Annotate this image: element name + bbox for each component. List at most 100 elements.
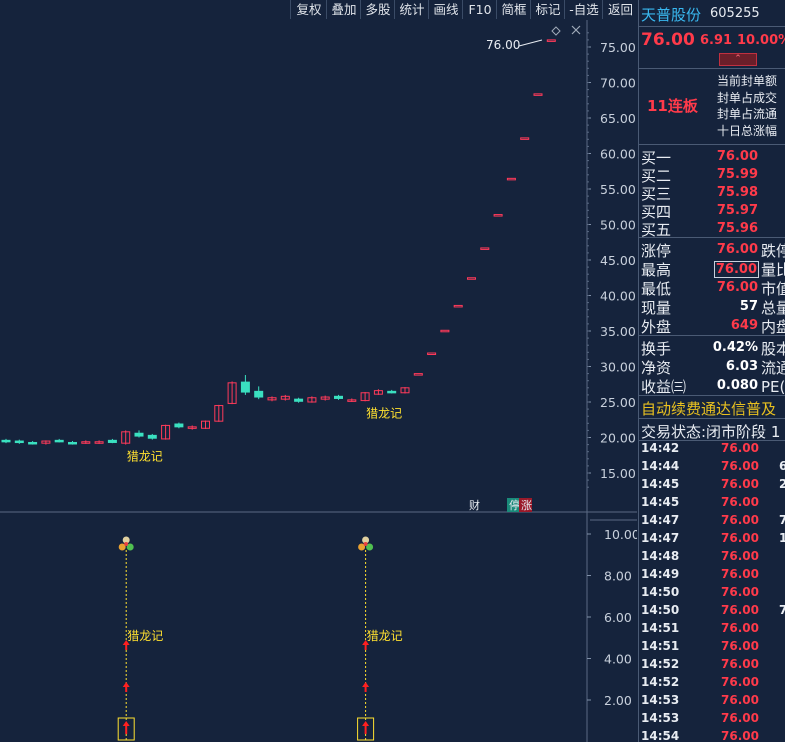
toolbar-button[interactable]: 标记	[530, 0, 565, 19]
status-badge: 财	[469, 498, 480, 512]
close-icon	[571, 25, 581, 35]
price-axis-label: 60.00	[600, 147, 636, 162]
candle-body	[373, 390, 383, 395]
tick-time: 14:52	[641, 675, 680, 689]
candle-body	[427, 352, 437, 356]
candle-body	[467, 277, 476, 280]
tick-price: 76.00	[721, 513, 759, 527]
price-axis-label: 45.00	[600, 253, 636, 268]
candle-body	[493, 214, 503, 217]
candle-body	[174, 423, 184, 428]
signal-dot-icon	[126, 543, 134, 551]
candle-body	[520, 137, 530, 140]
last-price-marker: 76.00	[486, 38, 520, 52]
tick-price: 76.00	[721, 585, 759, 599]
toolbar-button[interactable]: 简框	[496, 0, 531, 19]
toolbar-button[interactable]: -自选	[564, 0, 603, 19]
kline-chart-area[interactable]: 75.00 70.00 65.00 60.00 55.00 50.00 45.00 40.00…	[0, 20, 637, 742]
tick-price: 76.00	[721, 729, 759, 742]
tick-price: 76.00	[721, 639, 759, 653]
candle-body	[68, 441, 77, 445]
stat-label: 换手	[641, 340, 672, 358]
badge-bg	[519, 498, 532, 512]
tick-time: 14:47	[641, 513, 680, 527]
order-book-price: 76.00	[716, 149, 758, 164]
seal-info-line: 封单占成交	[717, 90, 778, 105]
candle-body	[28, 441, 38, 445]
tick-price: 76.00	[721, 531, 759, 545]
promo-banner[interactable]: 自动续费通达信普及	[641, 400, 777, 418]
toolbar-button[interactable]: 复权	[290, 0, 327, 19]
candle-body	[240, 381, 250, 393]
status-badge: 涨	[521, 499, 532, 512]
candle-body	[161, 424, 171, 440]
tick-row: 14:47 76.00 7	[639, 513, 785, 531]
candle-body	[14, 440, 24, 444]
candle-body	[334, 395, 343, 399]
stat-value: 76.00	[713, 261, 759, 278]
tick-price: 76.00	[721, 495, 759, 509]
stat-value: 6.03	[725, 359, 758, 374]
tick-time: 14:44	[641, 459, 680, 473]
stat-label: 最高	[641, 261, 672, 279]
tick-price: 76.00	[721, 549, 759, 563]
last-price: 76.00	[641, 30, 695, 50]
seal-info: 当前封单额 封单占成交 封单占流通 十日总涨幅	[717, 73, 777, 139]
toolbar-button[interactable]: 多股	[360, 0, 395, 19]
candle-body	[280, 395, 290, 400]
price-axis-label: 15.00	[600, 466, 636, 481]
toolbar-button[interactable]: 叠加	[326, 0, 361, 19]
tick-time: 14:50	[641, 603, 680, 617]
tick-price: 76.00	[721, 603, 759, 617]
tick-time: 14:50	[641, 585, 680, 599]
tick-price: 76.00	[721, 459, 759, 473]
order-book-label: 买四	[641, 203, 672, 221]
tick-row: 14:48 76.00	[639, 549, 785, 567]
tick-time: 14:53	[641, 693, 680, 707]
tick-row: 14:54 76.00	[639, 729, 785, 742]
stat-label-secondary: 跌停	[761, 242, 785, 260]
tick-volume: 7	[779, 513, 785, 527]
candle-body	[400, 387, 410, 394]
order-book-label: 买二	[641, 167, 672, 185]
tick-row: 14:50 76.00	[639, 585, 785, 603]
stat-label-secondary: 市值	[761, 280, 785, 298]
limit-up-streak: 11连板	[647, 97, 698, 115]
tick-price: 76.00	[721, 567, 759, 581]
stat-label-secondary: 流通	[761, 359, 785, 377]
tick-row: 14:52 76.00	[639, 675, 785, 693]
toolbar-button[interactable]: 画线	[428, 0, 463, 19]
tick-price: 76.00	[721, 675, 759, 689]
up-arrow-icon	[362, 721, 370, 726]
candle-body	[506, 177, 516, 181]
candle-body	[147, 434, 157, 439]
signal-dot-icon	[122, 536, 130, 544]
stat-label-secondary: 量比	[761, 261, 785, 279]
trade-status: 交易状态:闭市阶段 1	[641, 423, 781, 441]
signal-dot-icon	[124, 542, 129, 546]
price-axis-label: 65.00	[600, 111, 636, 126]
candle-body	[227, 382, 237, 404]
collapse-toggle[interactable]: ⌃	[719, 53, 757, 66]
candle-body	[121, 431, 131, 444]
stat-value: 57	[739, 299, 758, 314]
toolbar-button[interactable]: 返回	[602, 0, 638, 19]
candle-body	[387, 390, 397, 394]
candle-body	[307, 397, 317, 403]
stock-name[interactable]: 天普股份	[641, 6, 702, 24]
chevron-up-icon: ⌃	[734, 54, 742, 64]
toolbar-button[interactable]: F10	[462, 0, 497, 19]
tick-time: 14:53	[641, 711, 680, 725]
candle-body	[440, 329, 450, 333]
kline-chart[interactable]: 75.00 70.00 65.00 60.00 55.00 50.00 45.00 40.00…	[0, 20, 637, 742]
tick-time: 14:45	[641, 495, 680, 509]
order-book-price: 75.97	[716, 203, 758, 218]
stat-label: 涨停	[641, 242, 672, 260]
signal-label: 猎龙记	[127, 629, 163, 643]
stat-label-secondary: 内盘	[761, 318, 785, 336]
signal-marker-label: 猎龙记	[366, 406, 402, 420]
stat-value: 76.00	[716, 242, 758, 257]
badge-bg	[507, 498, 520, 512]
tick-volume: 1	[779, 531, 785, 545]
toolbar-button[interactable]: 统计	[394, 0, 429, 19]
